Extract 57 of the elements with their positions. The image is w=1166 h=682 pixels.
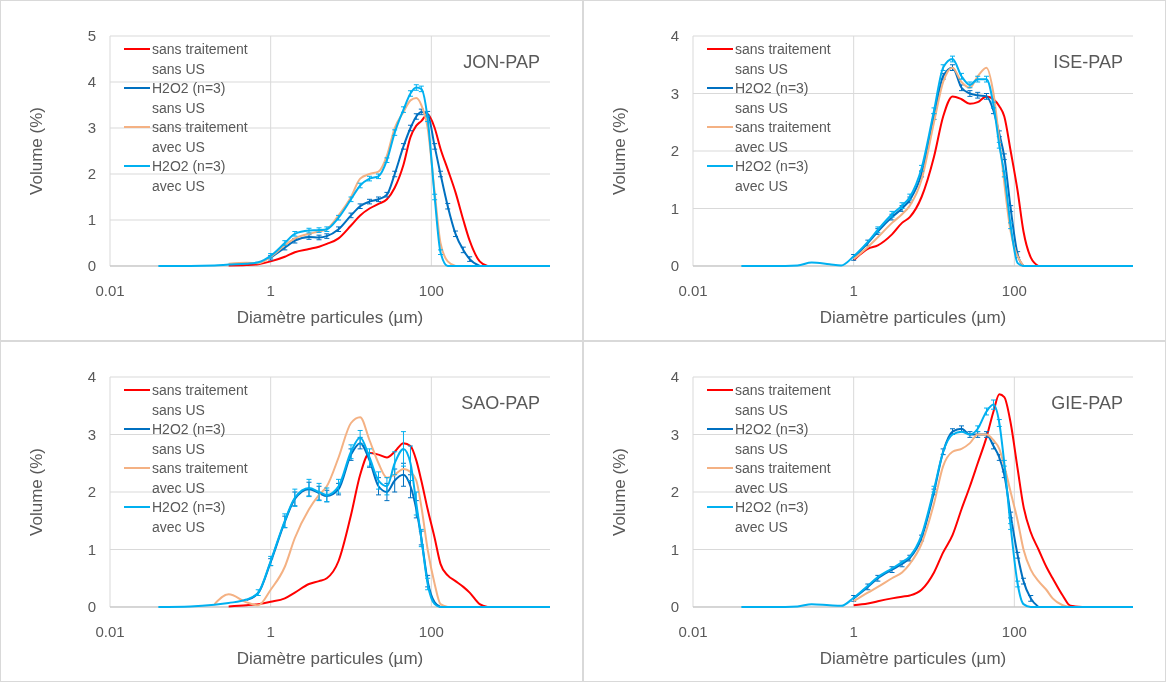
y-tick-label: 5: [87, 27, 96, 45]
y-axis-title: Volume (%): [27, 448, 46, 536]
y-tick-label: 1: [670, 199, 679, 217]
y-tick-label: 1: [87, 211, 96, 229]
legend-label: sans traitement avec US: [735, 459, 831, 496]
legend-label: H2O2 (n=3) avec US: [152, 498, 226, 535]
x-tick-label: 100: [1001, 623, 1027, 640]
x-axis-title: Diamètre particules (µm): [236, 308, 424, 327]
x-tick-label: 1: [849, 623, 858, 640]
legend-label: H2O2 (n=3) avec US: [152, 157, 226, 194]
y-tick-label: 3: [87, 119, 96, 137]
y-tick-label: 0: [87, 598, 96, 616]
y-tick-label: 2: [87, 483, 96, 501]
legend-label: sans traitement sans US: [152, 40, 248, 77]
legend-label: sans traitement sans US: [152, 381, 248, 418]
y-tick-label: 1: [87, 540, 96, 558]
y-tick-label: 3: [87, 425, 96, 443]
x-tick-label: 1: [849, 282, 858, 299]
y-tick-label: 2: [670, 483, 679, 501]
y-tick-label: 0: [670, 598, 679, 616]
x-axis-title: Diamètre particules (µm): [236, 649, 424, 668]
y-tick-label: 4: [670, 27, 679, 45]
text: JON-PAP: [463, 52, 540, 72]
y-tick-label: 4: [87, 73, 96, 91]
y-tick-label: 2: [670, 142, 679, 160]
y-axis-title: Volume (%): [27, 107, 46, 195]
x-tick-label: 0.01: [95, 282, 125, 299]
text: SAO-PAP: [461, 393, 540, 413]
y-axis-title: Volume (%): [610, 107, 629, 195]
y-tick-label: 1: [670, 540, 679, 558]
x-tick-label: 100: [418, 623, 444, 640]
x-tick-label: 100: [418, 282, 444, 299]
x-tick-label: 100: [1001, 282, 1027, 299]
text: GIE-PAP: [1051, 393, 1123, 413]
x-axis-title: Diamètre particules (µm): [819, 308, 1007, 327]
legend-label: sans traitement avec US: [152, 118, 248, 155]
legend-label: H2O2 (n=3) avec US: [735, 498, 809, 535]
y-tick-label: 2: [87, 165, 96, 183]
y-tick-label: 0: [670, 257, 679, 275]
x-tick-label: 0.01: [678, 623, 708, 640]
legend-label: sans traitement avec US: [735, 118, 831, 155]
x-tick-label: 1: [266, 623, 275, 640]
y-tick-label: 3: [670, 425, 679, 443]
y-axis-title: Volume (%): [610, 448, 629, 536]
y-tick-label: 3: [670, 84, 679, 102]
legend-label: sans traitement sans US: [735, 381, 831, 418]
legend-label: sans traitement avec US: [152, 459, 248, 496]
y-tick-label: 0: [87, 257, 96, 275]
y-tick-label: 4: [670, 368, 679, 386]
legend-label: H2O2 (n=3) avec US: [735, 157, 809, 194]
text: ISE-PAP: [1053, 52, 1123, 72]
x-tick-label: 0.01: [678, 282, 708, 299]
x-tick-label: 0.01: [95, 623, 125, 640]
y-tick-label: 4: [87, 368, 96, 386]
x-axis-title: Diamètre particules (µm): [819, 649, 1007, 668]
x-tick-label: 1: [266, 282, 275, 299]
legend-label: sans traitement sans US: [735, 40, 831, 77]
